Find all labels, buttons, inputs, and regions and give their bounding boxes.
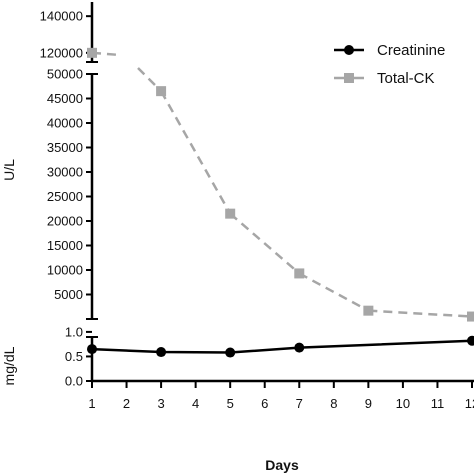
total-ck-point [294, 268, 305, 279]
upper-y-tick-label: 30000 [47, 165, 83, 180]
legend: Creatinine Total-CK [334, 42, 445, 87]
lower-y-tick-label: 0.0 [65, 374, 83, 389]
legend-label-total-ck: Total-CK [377, 70, 435, 87]
upper-y-tick-label: 20000 [47, 214, 83, 229]
creatinine-point [294, 342, 305, 353]
total-ck-point [467, 311, 474, 322]
upper-y-tick-label: 45000 [47, 91, 83, 106]
x-tick-label: 4 [192, 396, 199, 411]
total-ck-line-segment [160, 90, 232, 215]
data-marks-group [87, 47, 474, 358]
upper-y-tick-label: 35000 [47, 140, 83, 155]
x-tick-label: 7 [296, 396, 303, 411]
x-tick-label: 12 [465, 396, 474, 411]
x-axis-label: Days [265, 457, 299, 473]
x-tick-label: 5 [227, 396, 234, 411]
legend-creatinine-marker [344, 45, 354, 55]
upper-y-tick-label: 25000 [47, 189, 83, 204]
creatinine-point [467, 335, 474, 346]
total-ck-line-segment [137, 67, 162, 93]
x-tick-label: 6 [261, 396, 268, 411]
lower-y-tick-label: 1.0 [65, 324, 83, 339]
creatinine-point [156, 347, 167, 358]
x-tick-label: 8 [330, 396, 337, 411]
upper-y-tick-label: 10000 [47, 263, 83, 278]
upper-y-tick-label: 5000 [54, 287, 83, 302]
upper-y-axis-label: U/L [1, 159, 17, 181]
legend-total-ck-marker [344, 73, 354, 83]
x-tick-label: 1 [88, 396, 95, 411]
total-ck-point [156, 86, 167, 97]
total-ck-point [363, 305, 374, 316]
legend-item-creatinine: Creatinine [334, 42, 445, 59]
x-tick-label: 11 [431, 396, 445, 411]
creatinine-point [225, 347, 236, 358]
x-tick-label: 9 [365, 396, 372, 411]
creatinine-point [87, 344, 97, 355]
total-ck-line-segment [229, 212, 301, 275]
total-ck-point [87, 47, 97, 58]
upper-y-tick-label: 140000 [40, 9, 83, 24]
upper-y-tick-label: 15000 [47, 238, 83, 253]
legend-label-creatinine: Creatinine [377, 42, 445, 59]
total-ck-point [225, 208, 236, 219]
x-tick-label: 10 [396, 396, 410, 411]
x-tick-label: 3 [157, 396, 164, 411]
upper-y-tick-label: 120000 [40, 45, 83, 60]
total-ck-line-segment [368, 309, 473, 318]
lower-y-tick-label: 0.5 [65, 349, 83, 364]
lower-y-axis-label: mg/dL [1, 346, 17, 385]
upper-y-tick-label: 50000 [47, 67, 83, 82]
creatinine-line [91, 339, 473, 354]
legend-item-total-ck: Total-CK [334, 70, 435, 87]
upper-y-tick-label: 40000 [47, 116, 83, 131]
x-tick-label: 2 [123, 396, 130, 411]
axes-group: 1200001400005000100001500020000250003000… [40, 2, 474, 411]
total-ck-line-segment [298, 272, 369, 312]
